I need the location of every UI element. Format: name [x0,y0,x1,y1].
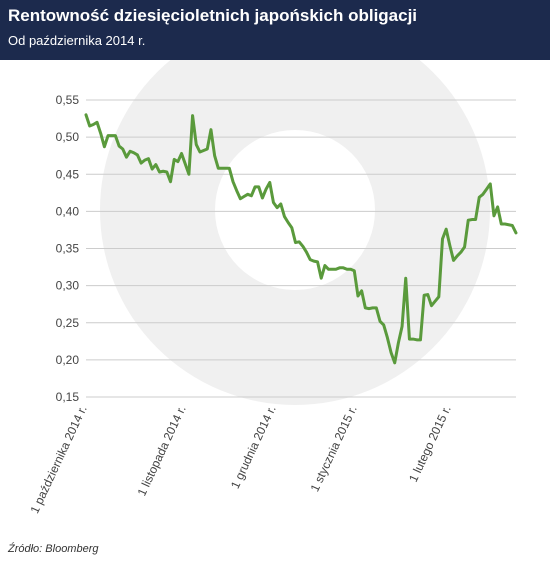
y-tick-label: 0,30 [56,279,80,293]
header-banner: Rentowność dziesięcioletnich japońskich … [0,0,550,60]
y-tick-label: 0,50 [56,130,80,144]
y-tick-label: 0,35 [56,242,80,256]
x-tick-label: 1 stycznia 2015 r. [308,403,360,494]
y-tick-label: 0,15 [56,390,80,404]
y-tick-label: 0,20 [56,353,80,367]
x-tick-label: 1 lutego 2015 r. [406,403,454,484]
watermark-logo [100,60,490,405]
y-tick-label: 0,45 [56,167,80,181]
line-chart: 0,15 0,20 0,25 0,30 0,35 0,40 0,45 0,50 0,55 1 p… [27,60,518,516]
source-note: Źródło: Bloomberg [8,543,99,555]
chart-title: Rentowność dziesięcioletnich japońskich … [8,6,418,25]
x-tick-label: 1 października 2014 r. [27,403,89,515]
y-tick-label: 0,25 [56,316,80,330]
y-tick-label: 0,40 [56,204,80,218]
y-tick-label: 0,55 [56,93,80,107]
chart-subtitle: Od października 2014 r. [8,33,146,48]
series-line [84,113,518,365]
x-tick-label: 1 listopada 2014 r. [135,403,189,498]
x-tick-label: 1 grudnia 2014 r. [228,403,279,491]
